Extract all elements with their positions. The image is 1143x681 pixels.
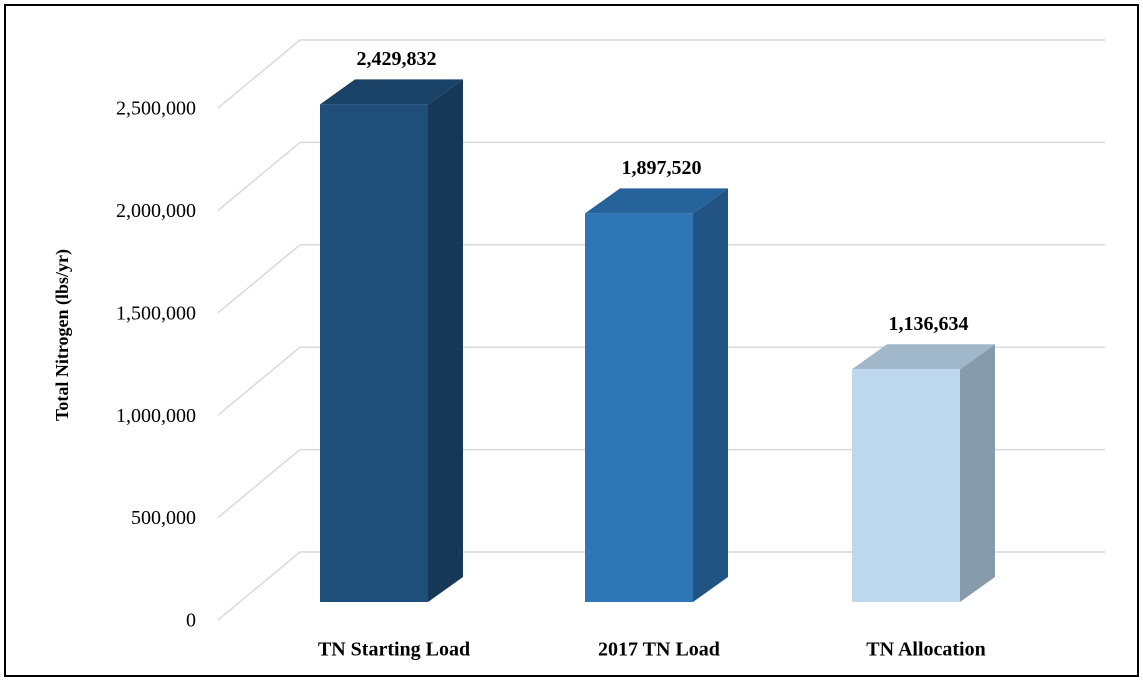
grid-line-depth: [217, 551, 301, 621]
bar-top: [852, 344, 995, 370]
grid-line-depth: [217, 141, 301, 211]
y-tick-label: 1,000,000: [116, 405, 196, 427]
data-label: 2,429,832: [357, 48, 437, 70]
bar-top: [585, 188, 728, 214]
grid-line-depth: [217, 346, 301, 416]
y-tick-label: 2,000,000: [116, 200, 196, 222]
y-tick-label: 500,000: [131, 507, 196, 529]
bar: [320, 104, 428, 602]
y-axis-title: Total Nitrogen (lbs/yr): [52, 249, 73, 421]
grid-line-depth: [217, 244, 301, 314]
data-label: 1,897,520: [622, 157, 702, 179]
grid-line-depth: [217, 39, 301, 109]
bar-side: [960, 344, 995, 602]
bar-side: [693, 188, 728, 602]
x-tick-label: TN Starting Load: [318, 639, 470, 661]
grid-line-depth: [217, 449, 301, 519]
y-tick-label: 0: [186, 610, 196, 632]
x-tick-label: 2017 TN Load: [598, 639, 720, 661]
bar-side: [428, 79, 463, 602]
data-label: 1,136,634: [889, 313, 969, 335]
bar-top: [320, 79, 463, 105]
y-tick-label: 2,500,000: [116, 98, 196, 120]
bar: [852, 369, 960, 602]
x-tick-label: TN Allocation: [866, 639, 985, 661]
bar: [585, 213, 693, 602]
y-tick-label: 1,500,000: [116, 302, 196, 324]
